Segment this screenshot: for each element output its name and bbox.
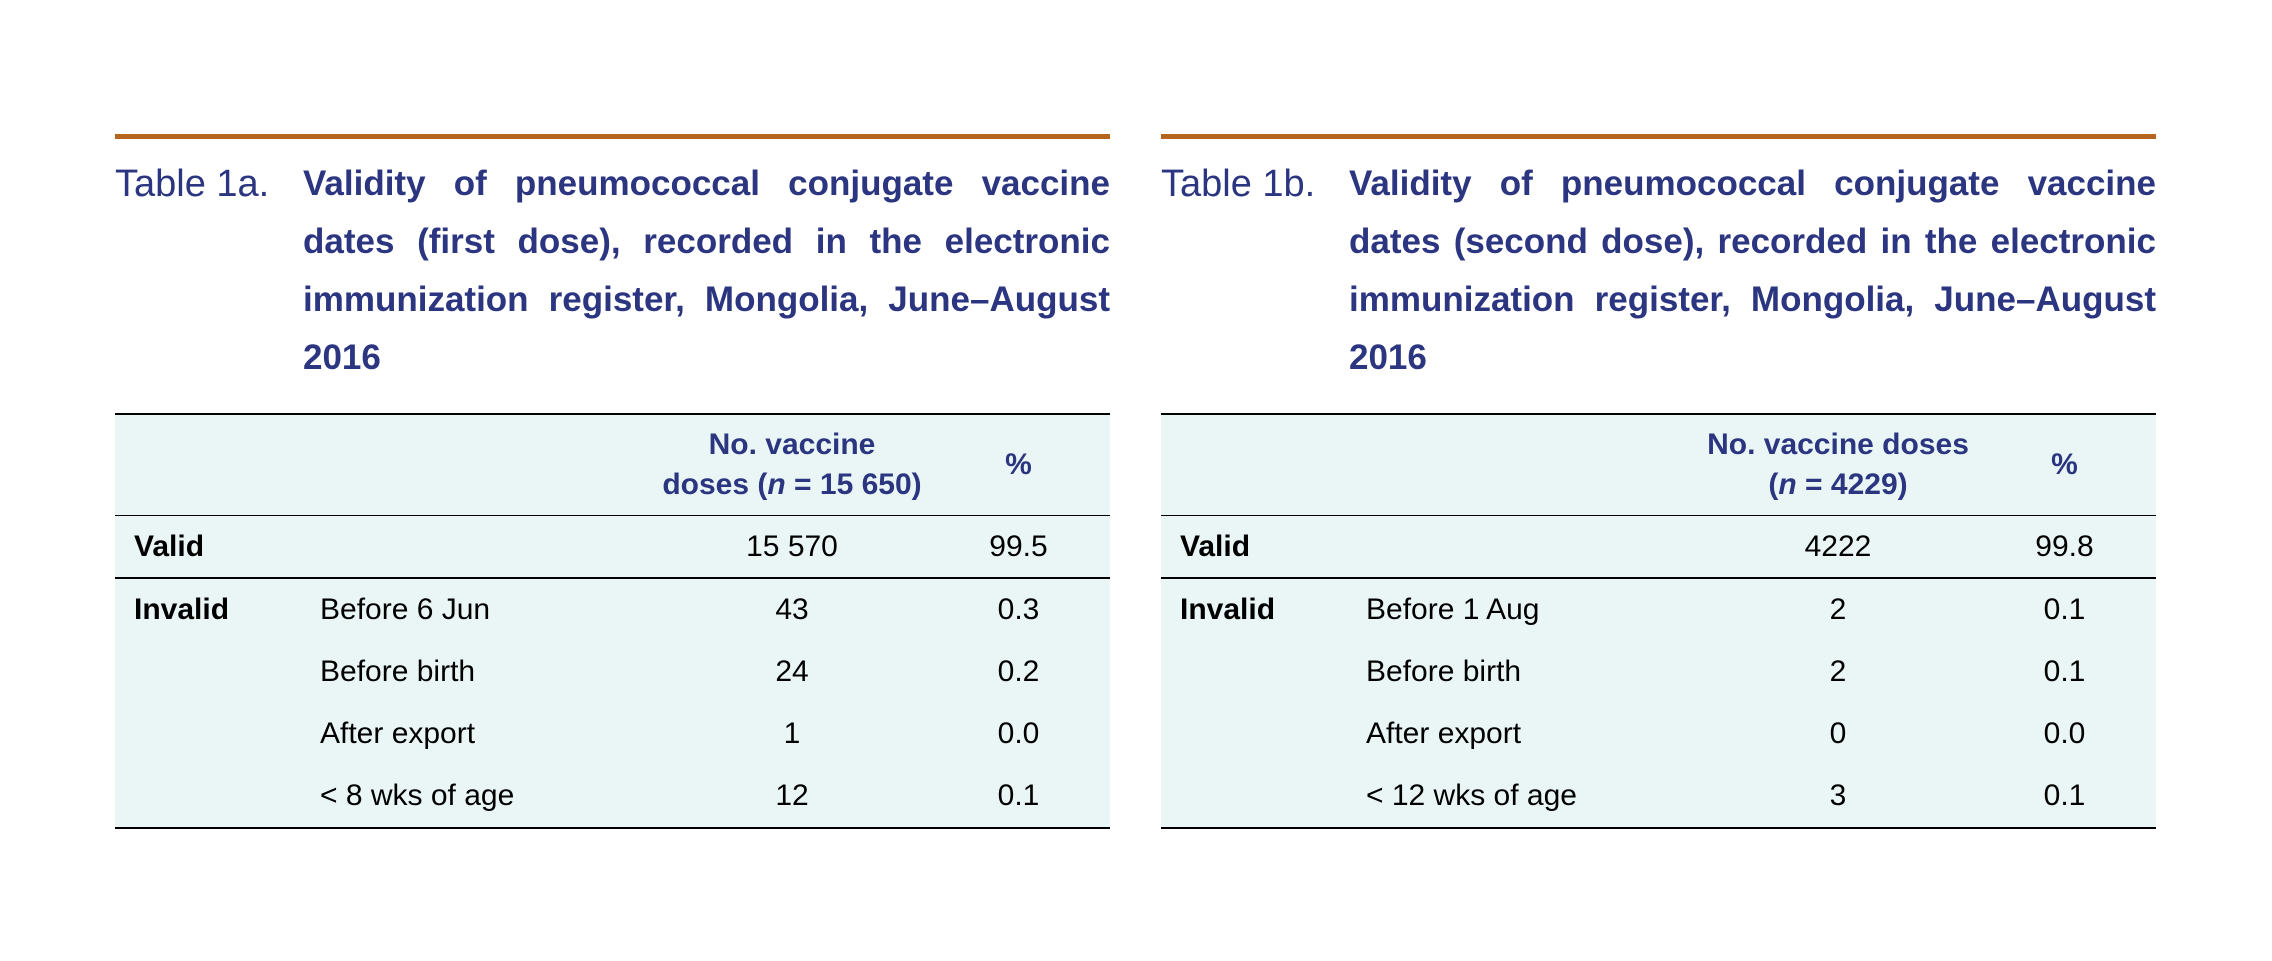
header-n: n xyxy=(767,468,786,501)
percent: 0.1 xyxy=(927,765,1110,829)
count-header-line: No. vaccine xyxy=(708,428,876,461)
count-header-line: (n = 4229) xyxy=(1703,465,1973,505)
count-header-line: doses (n = 15 650) xyxy=(657,465,927,505)
count: 15 570 xyxy=(657,515,927,579)
data-table: No. vaccine doses (n = 4229)% Valid 4222 99.… xyxy=(1161,413,2156,829)
empty-cell xyxy=(320,515,657,579)
reason: < 12 wks of age xyxy=(1366,765,1703,829)
reason: Before birth xyxy=(1366,655,1522,688)
table-title: Validity of pneumococcal conjugate vacci… xyxy=(1349,164,2156,377)
percent-header: % xyxy=(927,413,1110,516)
count-header-line: No. vaccine doses xyxy=(1707,428,1969,461)
reason: After export xyxy=(320,717,476,750)
header-text: = 4229) xyxy=(1796,468,1908,501)
percent: 99.5 xyxy=(927,515,1110,579)
invalid-row: After export 0 0.0 xyxy=(1161,703,2156,765)
count: 12 xyxy=(657,765,927,829)
invalid-row: Invalid Before 1 Aug 2 0.1 xyxy=(1161,578,2156,641)
percent: 99.8 xyxy=(1973,515,2156,579)
percent-header: % xyxy=(1973,413,2156,516)
empty-cell xyxy=(1366,515,1703,579)
table-title: Validity of pneumococcal conjugate vacci… xyxy=(303,164,1110,377)
reason: Before 6 Jun xyxy=(320,593,491,626)
header-text: ( xyxy=(1768,468,1779,501)
table-block: Table 1b. Validity of pneumococcal conjug… xyxy=(1161,134,2156,829)
header-row: No. vaccine doses (n = 4229)% xyxy=(1161,413,2156,516)
row-label: Valid xyxy=(1161,515,1366,579)
count: 0 xyxy=(1829,717,1847,750)
percent: 0.0 xyxy=(2043,717,2086,750)
empty-cell xyxy=(115,765,320,829)
data-table: No. vaccine doses (n = 15 650)% Valid 15 57… xyxy=(115,413,1110,829)
table-label: Table 1a. xyxy=(115,163,270,205)
caption: Table 1b. Validity of pneumococcal conjug… xyxy=(1161,155,2156,387)
empty-cell xyxy=(1161,413,1366,516)
count: 2 xyxy=(1829,655,1847,688)
header-text: doses ( xyxy=(662,468,768,501)
top-rule xyxy=(115,134,1110,139)
count-header: No. vaccine doses (n = 15 650) xyxy=(657,413,927,516)
row-label: Valid xyxy=(115,515,320,579)
empty-cell xyxy=(115,703,320,765)
reason: Before 1 Aug xyxy=(1366,593,1540,626)
invalid-row: Before birth 24 0.2 xyxy=(115,641,1110,703)
percent: 0.1 xyxy=(2043,593,2086,626)
invalid-row: Invalid Before 6 Jun 43 0.3 xyxy=(115,578,1110,641)
reason: < 8 wks of age xyxy=(320,765,657,829)
reason: Before birth xyxy=(320,655,476,688)
percent: 0.0 xyxy=(997,717,1040,750)
table-block: Table 1a. Validity of pneumococcal conjug… xyxy=(115,134,1110,829)
empty-cell xyxy=(115,641,320,703)
table-label: Table 1b. xyxy=(1161,163,1316,205)
count: 1 xyxy=(783,717,801,750)
percent: 0.3 xyxy=(997,593,1040,626)
caption: Table 1a. Validity of pneumococcal conjug… xyxy=(115,155,1110,387)
empty-cell xyxy=(115,413,320,516)
count: 3 xyxy=(1703,765,1973,829)
empty-cell xyxy=(1161,703,1366,765)
valid-row: Valid 15 570 99.5 xyxy=(115,515,1110,579)
invalid-row: After export 1 0.0 xyxy=(115,703,1110,765)
count: 43 xyxy=(775,593,809,626)
reason: After export xyxy=(1366,717,1522,750)
count-header: No. vaccine doses (n = 4229) xyxy=(1703,413,1973,516)
count: 24 xyxy=(775,655,809,688)
valid-row: Valid 4222 99.8 xyxy=(1161,515,2156,579)
empty-cell xyxy=(320,413,657,516)
invalid-row: < 12 wks of age 3 0.1 xyxy=(1161,765,2156,829)
empty-cell xyxy=(1161,641,1366,703)
header-text: = 15 650) xyxy=(785,468,922,501)
header-n: n xyxy=(1778,468,1797,501)
header-row: No. vaccine doses (n = 15 650)% xyxy=(115,413,1110,516)
count: 2 xyxy=(1829,593,1847,626)
invalid-row: < 8 wks of age 12 0.1 xyxy=(115,765,1110,829)
count: 4222 xyxy=(1703,515,1973,579)
percent: 0.2 xyxy=(997,655,1040,688)
row-label: Invalid xyxy=(134,593,230,626)
empty-cell xyxy=(1366,413,1703,516)
row-label: Invalid xyxy=(1180,593,1276,626)
percent: 0.1 xyxy=(1973,765,2156,829)
percent: 0.1 xyxy=(2043,655,2086,688)
invalid-row: Before birth 2 0.1 xyxy=(1161,641,2156,703)
empty-cell xyxy=(1161,765,1366,829)
top-rule xyxy=(1161,134,2156,139)
